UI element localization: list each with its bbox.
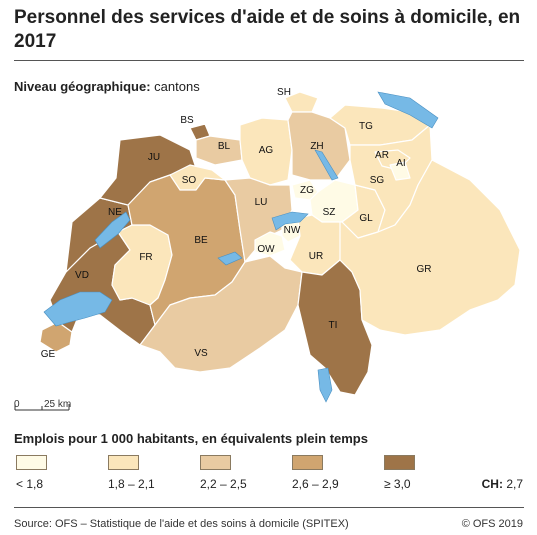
canton-label-zh: ZH [310,141,323,152]
canton-SO [169,164,226,191]
canton-label-sh: SH [277,87,291,98]
legend-swatch-4 [292,455,323,470]
legend-label-2: 1,8 – 2,1 [108,477,155,491]
geo-level-value: cantons [154,79,200,94]
canton-label-fr: FR [139,252,152,263]
canton-label-bs: BS [180,115,194,126]
canton-label-gl: GL [359,213,373,224]
lake-neuchatel [94,211,131,249]
canton-SH [284,91,319,113]
ch-value: 2,7 [506,477,523,491]
canton-AG [239,117,293,186]
canton-label-tg: TG [359,121,373,132]
canton-label-ar: AR [375,150,389,161]
lake-maggiore [317,367,333,403]
scale-zero: 0 [14,399,20,410]
scale-distance: 25 km [44,399,71,410]
ch-label: CH: [481,477,503,491]
lake-zurich [314,149,339,181]
canton-label-ne: NE [108,207,122,218]
canton-label-lu: LU [255,197,268,208]
switzerland-map: GE VD NE JU FR BE SO BS BL AG SH ZH TG LU ZG SZ GL SG AR AI… [39,87,521,403]
footer-source: Source: OFS – Statistique de l'aide et d… [14,518,349,530]
legend-title: Emplois pour 1 000 habitants, en équival… [14,431,368,446]
canton-AI [389,161,411,181]
canton-label-vd: VD [75,270,89,281]
legend-label-3: 2,2 – 2,5 [200,477,247,491]
title-divider [14,60,524,61]
canton-label-be: BE [194,235,208,246]
legend-label-5: ≥ 3,0 [384,477,411,491]
canton-label-ju: JU [148,152,160,163]
lake-thun [217,251,243,266]
map-title: Personnel des services d'aide et de soin… [14,7,521,52]
canton-label-gr: GR [417,264,432,275]
canton-label-nw: NW [284,225,301,236]
lake-lucerne [271,211,309,231]
canton-label-bl: BL [218,141,231,152]
canton-label-ow: OW [257,244,275,255]
ch-average: CH: 2,7 [482,477,523,491]
canton-label-sg: SG [370,175,385,186]
scale-bar: 0 25 km [14,399,71,411]
legend-swatch-1 [16,455,47,470]
canton-label-ai: AI [396,158,405,169]
canton-label-so: SO [182,175,197,186]
canton-label-zg: ZG [300,185,314,196]
geo-level: Niveau géographique: cantons [14,79,200,94]
canton-GR [339,159,521,336]
footer-divider [14,507,524,508]
lake-constance [377,91,439,129]
legend-swatch-5 [384,455,415,470]
legend-label-4: 2,6 – 2,9 [292,477,339,491]
canton-label-ge: GE [41,349,56,360]
canton-label-ur: UR [309,251,323,262]
canton-label-ti: TI [329,320,338,331]
footer-copyright: © OFS 2019 [461,518,523,530]
canton-label-ag: AG [259,145,274,156]
geo-level-label: Niveau géographique: [14,79,151,94]
legend-label-1: < 1,8 [16,477,44,491]
canton-label-vs: VS [194,348,208,359]
canton-label-sz: SZ [323,207,336,218]
legend-swatch-2 [108,455,139,470]
canton-OW [254,231,286,257]
legend-swatch-3 [200,455,231,470]
lake-geneva [43,291,113,327]
